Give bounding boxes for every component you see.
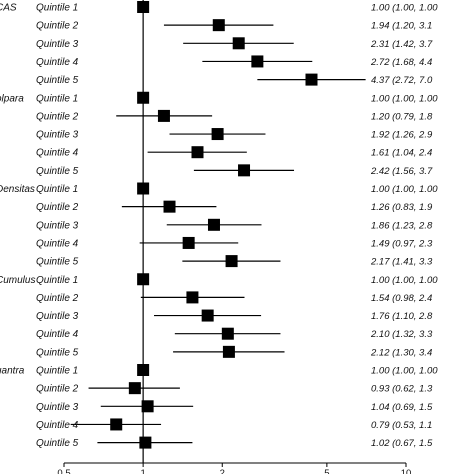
quintile-label: Quintile 5	[36, 347, 79, 358]
group-label: CAS	[0, 3, 17, 14]
quintile-label: Quintile 3	[36, 130, 79, 141]
quintile-label: Quintile 1	[36, 275, 78, 286]
estimate-text: 1.54 (0.98, 2.4	[371, 293, 432, 304]
quintile-label: Quintile 5	[36, 438, 79, 449]
estimate-markers	[110, 1, 318, 449]
row-labels: CAS Quintile 1 1.00 (1.00, 1.00 Quintile 2 1…	[0, 3, 438, 450]
estimate-marker	[211, 128, 224, 141]
quintile-label: Quintile 3	[36, 39, 79, 50]
quintile-label: Quintile 2	[36, 21, 79, 32]
estimate-text: 1.00 (1.00, 1.00	[371, 366, 438, 377]
estimate-text: 1.49 (0.97, 2.3	[371, 238, 433, 249]
estimate-text: 1.61 (1.04, 2.4	[371, 148, 432, 159]
estimate-text: 0.79 (0.53, 1.1	[371, 420, 432, 431]
group-label: olpara	[0, 93, 24, 104]
quintile-label: Quintile 1	[36, 184, 78, 195]
quintile-label: Quintile 1	[36, 366, 78, 377]
quintile-label: Quintile 2	[36, 202, 79, 213]
estimate-marker	[139, 436, 152, 449]
quintile-label: Quintile 5	[36, 75, 79, 86]
estimate-text: 1.00 (1.00, 1.00	[371, 93, 438, 104]
quintile-label: Quintile 4	[36, 329, 79, 340]
estimate-marker	[232, 37, 245, 50]
estimate-marker	[137, 91, 150, 104]
estimate-text: 2.10 (1.32, 3.3	[370, 329, 433, 340]
estimate-marker	[207, 218, 220, 231]
quintile-label: Quintile 1	[36, 93, 78, 104]
estimate-marker	[186, 291, 199, 304]
estimate-text: 2.72 (1.68, 4.4	[370, 57, 432, 68]
quintile-label: Quintile 5	[36, 257, 79, 268]
ci-lines	[70, 24, 366, 444]
x-tick-label: 2	[220, 468, 225, 474]
quintile-label: Quintile 1	[36, 3, 78, 14]
estimate-marker	[221, 327, 234, 340]
estimate-text: 1.20 (0.79, 1.8	[371, 111, 433, 122]
x-tick-label: 10	[401, 468, 412, 474]
estimate-text: 1.86 (1.23, 2.8	[371, 220, 433, 231]
quintile-label: Quintile 2	[36, 384, 79, 395]
quintile-label: Quintile 3	[36, 402, 79, 413]
x-axis-ticks: 0.5 1 2 5 10	[57, 463, 411, 474]
estimate-marker	[163, 200, 176, 213]
estimate-text: 1.94 (1.20, 3.1	[371, 21, 432, 32]
estimate-text: 1.26 (0.83, 1.9	[371, 202, 433, 213]
estimate-marker	[305, 73, 318, 86]
estimate-text: 1.00 (1.00, 1.00	[371, 184, 438, 195]
estimate-text: 1.00 (1.00, 1.00	[371, 275, 438, 286]
estimate-text: 2.12 (1.30, 3.4	[370, 347, 432, 358]
estimate-text: 4.37 (2.72, 7.0	[371, 75, 433, 86]
quintile-label: Quintile 3	[36, 220, 79, 231]
estimate-marker	[137, 1, 150, 13]
estimate-marker	[137, 182, 150, 195]
estimate-marker	[238, 164, 251, 177]
x-tick-label: 5	[324, 468, 329, 474]
estimate-marker	[251, 55, 264, 68]
quintile-label: Quintile 4	[36, 148, 79, 159]
quintile-label: Quintile 4	[36, 238, 79, 249]
estimate-marker	[137, 273, 150, 286]
estimate-text: 0.93 (0.62, 1.3	[371, 384, 433, 395]
x-tick-label: 0.5	[57, 468, 70, 474]
estimate-marker	[222, 345, 235, 358]
quintile-label: Quintile 4	[36, 57, 79, 68]
quintile-label: Quintile 2	[36, 293, 79, 304]
estimate-marker	[191, 146, 204, 159]
estimate-marker	[201, 309, 214, 322]
estimate-text: 1.02 (0.67, 1.5	[371, 438, 433, 449]
estimate-marker	[212, 19, 225, 32]
estimate-marker	[141, 400, 154, 413]
estimate-text: 1.92 (1.26, 2.9	[371, 130, 433, 141]
estimate-marker	[182, 236, 195, 249]
estimate-text: 2.42 (1.56, 3.7	[370, 166, 433, 177]
group-label: uantra	[0, 366, 25, 377]
estimate-text: 1.04 (0.69, 1.5	[371, 402, 433, 413]
estimate-marker	[157, 109, 170, 122]
estimate-marker	[137, 364, 150, 376]
quintile-label: Quintile 2	[36, 111, 79, 122]
estimate-text: 2.31 (1.42, 3.7	[370, 39, 433, 50]
quintile-label: Quintile 3	[36, 311, 79, 322]
quintile-label: Quintile 4	[36, 420, 79, 431]
group-label: Densitas	[0, 184, 35, 195]
estimate-marker	[110, 418, 123, 431]
estimate-text: 1.76 (1.10, 2.8	[371, 311, 433, 322]
group-label: Cumulus	[0, 275, 35, 286]
estimate-text: 2.17 (1.41, 3.3	[370, 257, 433, 268]
estimate-marker	[225, 255, 238, 268]
estimate-marker	[128, 382, 141, 395]
estimate-text: 1.00 (1.00, 1.00	[371, 3, 438, 14]
quintile-label: Quintile 5	[36, 166, 79, 177]
x-tick-label: 1	[140, 468, 145, 474]
